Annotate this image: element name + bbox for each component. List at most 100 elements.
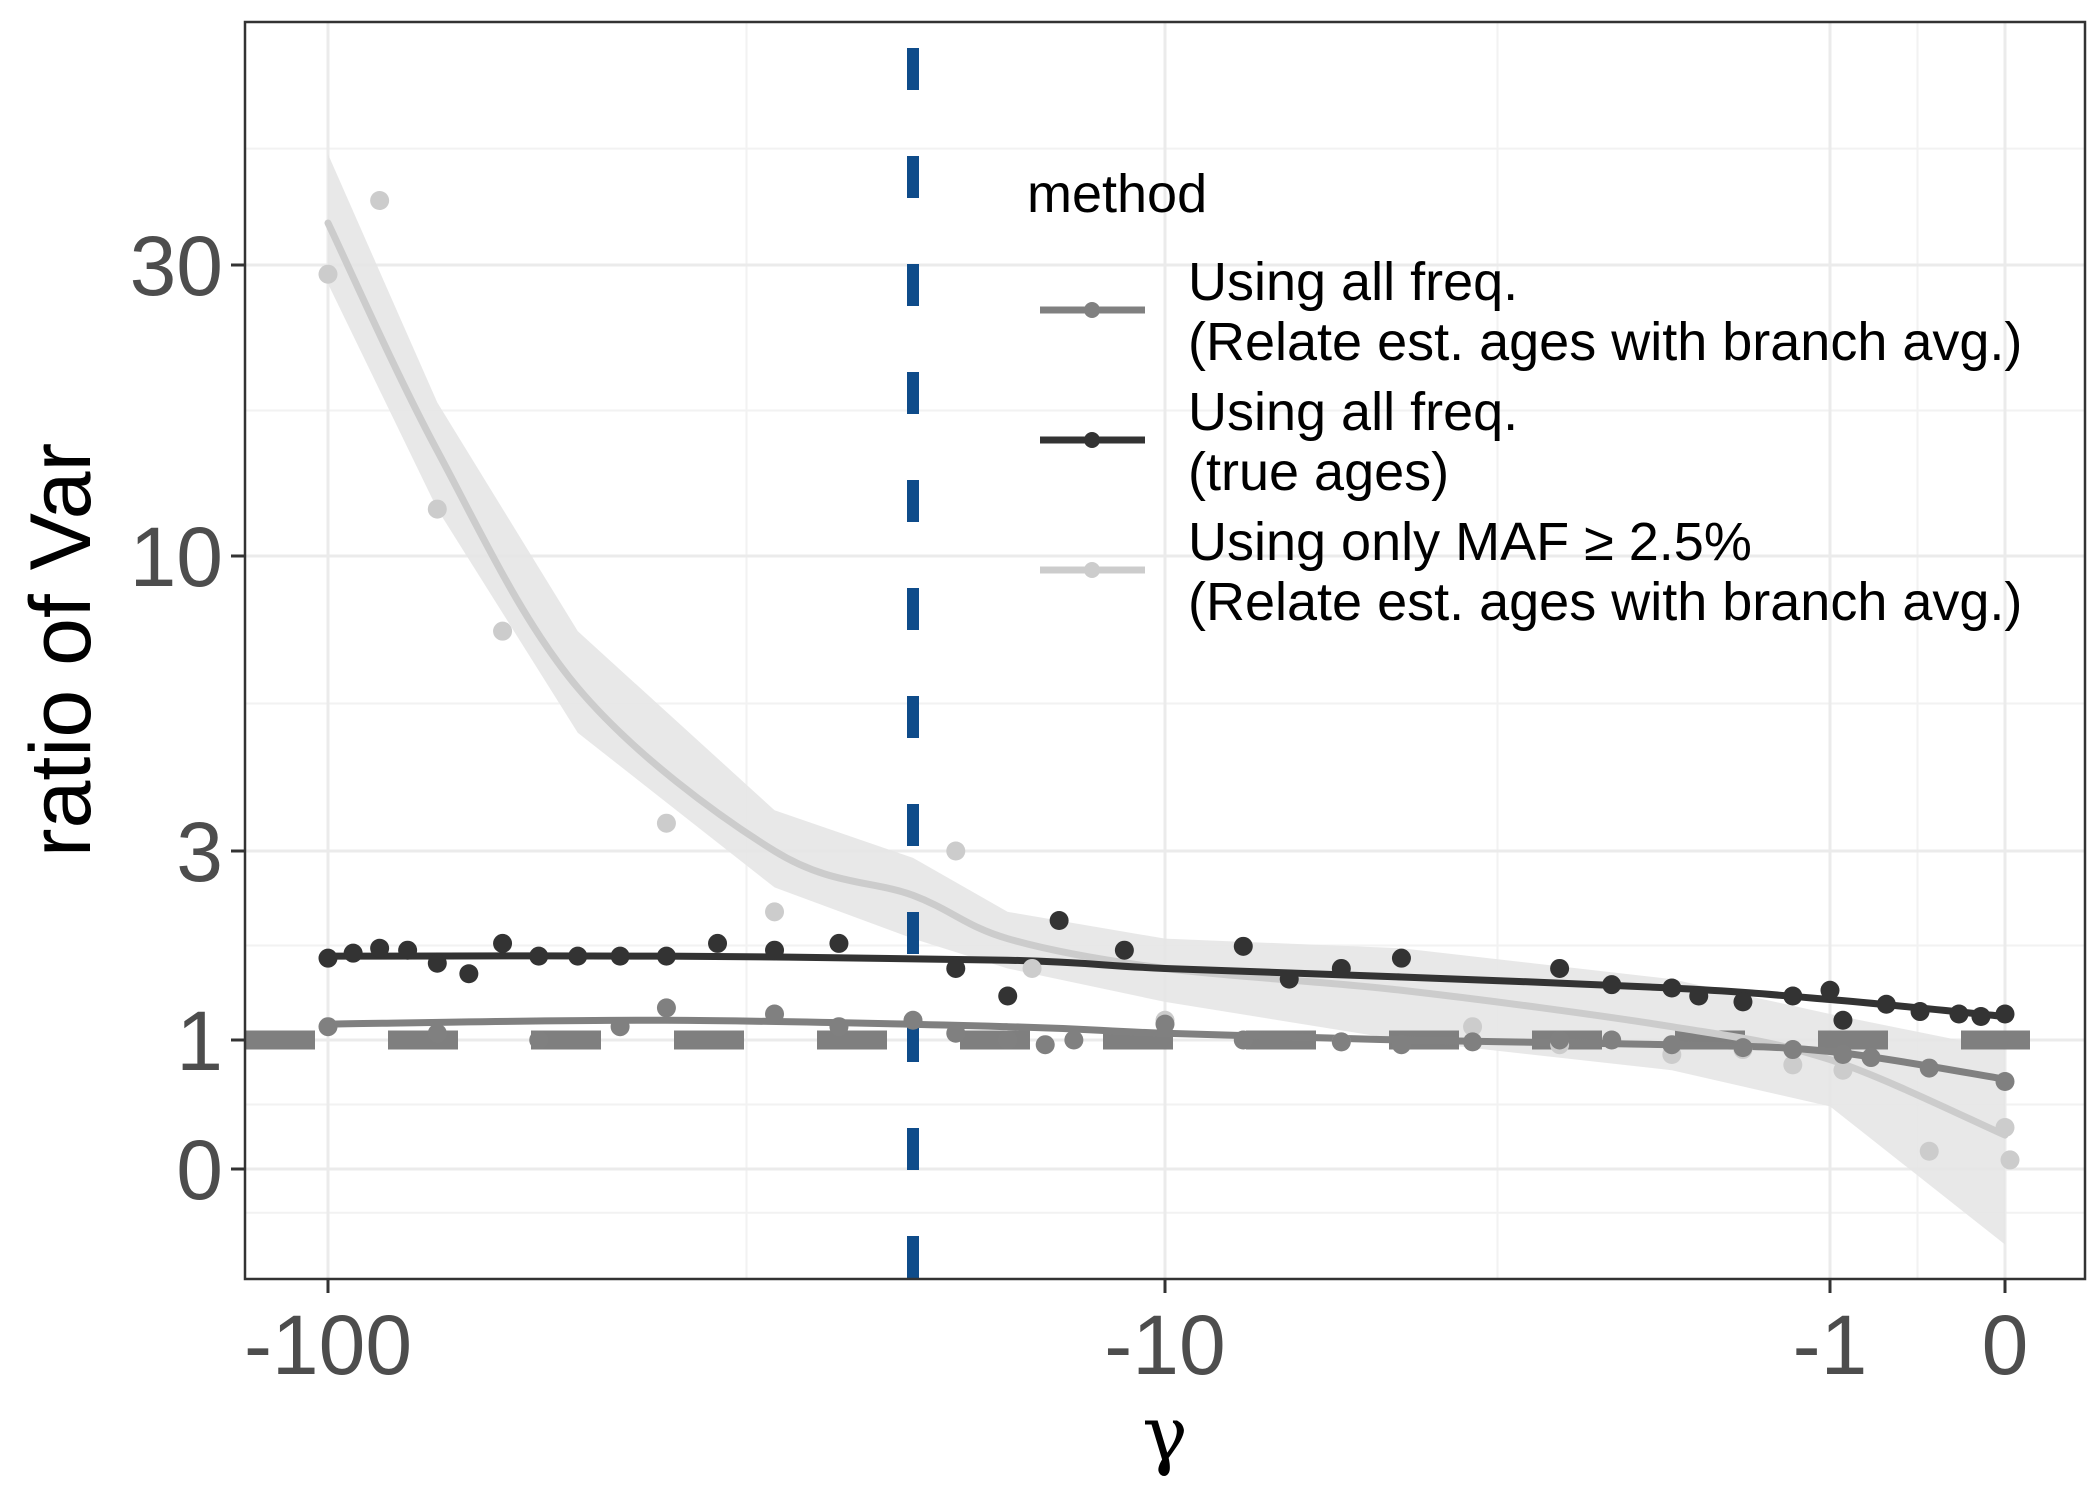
data-point-all_relate	[1733, 1038, 1753, 1058]
data-point-all_relate	[1662, 1035, 1682, 1055]
data-point-all_relate	[903, 1010, 923, 1030]
data-point-maf_relate	[493, 621, 513, 641]
legend-label-line2: (true ages)	[1188, 442, 1449, 502]
x-tick-label: -100	[244, 1298, 412, 1392]
data-point-all_true	[829, 933, 849, 953]
data-point-maf_relate	[1833, 1060, 1853, 1080]
data-point-all_true	[998, 986, 1018, 1006]
data-point-all_relate	[946, 1023, 966, 1043]
y-tick-label: 1	[176, 994, 223, 1088]
data-point-all_relate	[610, 1017, 630, 1037]
data-point-all_true	[459, 964, 479, 984]
data-point-maf_relate	[765, 902, 785, 922]
data-point-all_relate	[1995, 1072, 2015, 1092]
data-point-all_true	[1995, 1004, 2015, 1024]
data-point-all_true	[370, 938, 390, 958]
legend: method Using all freq. (Relate est. ages…	[1027, 164, 2022, 632]
y-tick-label: 30	[130, 219, 223, 313]
data-point-all_relate	[1783, 1040, 1803, 1060]
data-point-maf_relate	[1995, 1117, 2015, 1137]
data-point-all_true	[1910, 1002, 1930, 1022]
data-point-all_true	[1114, 940, 1134, 960]
data-point-all_relate	[998, 1030, 1018, 1050]
data-point-all_true	[568, 946, 588, 966]
data-point-maf_relate	[1022, 958, 1042, 978]
data-point-all_true	[529, 946, 549, 966]
data-point-all_true	[1331, 958, 1351, 978]
y-axis-title: ratio of Var	[13, 443, 109, 857]
legend-entry-all-true: Using all freq. (true ages)	[1040, 382, 1518, 502]
data-point-maf_relate	[946, 841, 966, 861]
legend-key-point	[1084, 562, 1100, 578]
x-tick-label: -1	[1793, 1298, 1868, 1392]
data-point-all_true	[1602, 975, 1622, 995]
x-tick-label: 0	[1982, 1298, 2029, 1392]
data-point-all_relate	[1035, 1035, 1055, 1055]
data-point-all_relate	[1919, 1058, 1939, 1078]
data-point-all_true	[1233, 936, 1253, 956]
data-point-all_true	[1949, 1004, 1969, 1024]
data-point-all_true	[318, 948, 338, 968]
confidence-band-maf_relate	[328, 154, 2005, 1245]
data-point-all_relate	[427, 1023, 447, 1043]
data-point-all_true	[946, 958, 966, 978]
data-point-all_true	[656, 946, 676, 966]
data-point-all_true	[1049, 911, 1069, 931]
data-point-maf_relate	[1463, 1017, 1483, 1037]
data-point-all_relate	[1550, 1030, 1570, 1050]
data-point-maf_relate	[1783, 1055, 1803, 1075]
data-point-all_true	[708, 933, 728, 953]
data-point-maf_relate	[2000, 1150, 2020, 1170]
data-point-all_true	[1876, 994, 1896, 1014]
data-point-all_true	[1391, 948, 1411, 968]
data-point-maf_relate	[370, 191, 390, 211]
legend-label-line2: (Relate est. ages with branch avg.)	[1188, 572, 2022, 632]
legend-title: method	[1027, 164, 1207, 224]
y-tick-label: 3	[176, 805, 223, 899]
data-point-maf_relate	[1919, 1141, 1939, 1161]
confidence-band-layer	[328, 154, 2005, 1245]
data-point-all_true	[1550, 958, 1570, 978]
data-point-all_true	[1820, 980, 1840, 1000]
legend-label-line1: Using all freq.	[1188, 252, 1518, 312]
data-point-all_true	[343, 943, 363, 963]
data-point-all_relate	[1833, 1045, 1853, 1065]
data-point-all_relate	[318, 1017, 338, 1037]
data-point-all_true	[1733, 992, 1753, 1012]
legend-label-line1: Using only MAF ≥ 2.5%	[1188, 512, 1752, 572]
data-point-all_true	[1971, 1007, 1991, 1027]
x-axis-ticks: -100 -10 -1 0	[244, 1279, 2028, 1392]
data-point-all_true	[1833, 1010, 1853, 1030]
y-tick-label: 0	[176, 1123, 223, 1217]
data-point-all_relate	[1391, 1035, 1411, 1055]
legend-key-point	[1084, 432, 1100, 448]
data-point-all_relate	[1602, 1030, 1622, 1050]
data-point-all_relate	[829, 1017, 849, 1037]
y-axis-ticks: 0 1 3 10 30	[130, 219, 245, 1217]
data-point-all_true	[493, 933, 513, 953]
data-point-all_true	[1689, 986, 1709, 1006]
data-point-maf_relate	[318, 264, 338, 284]
data-point-all_relate	[529, 1030, 549, 1050]
data-point-maf_relate	[427, 499, 447, 519]
data-point-all_true	[1662, 978, 1682, 998]
data-point-maf_relate	[656, 813, 676, 833]
legend-label-line1: Using all freq.	[1188, 382, 1518, 442]
legend-label-line2: (Relate est. ages with branch avg.)	[1188, 312, 2022, 372]
x-tick-label: -10	[1104, 1298, 1225, 1392]
fit-line-maf_relate	[324, 219, 2009, 1139]
data-point-all_relate	[1463, 1032, 1483, 1052]
data-point-all_relate	[656, 998, 676, 1018]
data-point-all_true	[427, 953, 447, 973]
y-tick-label: 10	[130, 510, 223, 604]
data-points	[318, 191, 2020, 1170]
data-point-all_true	[610, 946, 630, 966]
data-point-all_true	[1279, 969, 1299, 989]
data-point-all_relate	[765, 1004, 785, 1024]
data-point-all_true	[398, 940, 418, 960]
data-point-all_relate	[1331, 1032, 1351, 1052]
x-axis-title: γ	[1142, 1389, 1187, 1478]
legend-key-point	[1084, 302, 1100, 318]
legend-entry-all-relate: Using all freq. (Relate est. ages with b…	[1040, 252, 2022, 372]
